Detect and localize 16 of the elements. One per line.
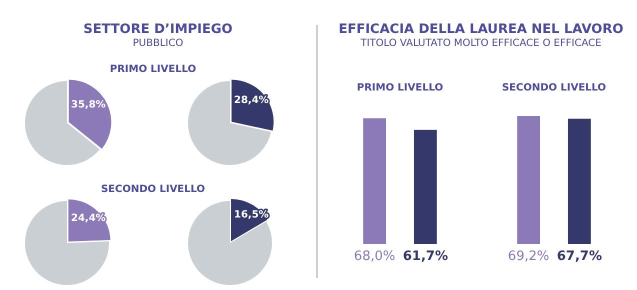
text: PUBBLICO [132, 38, 184, 49]
data-label: 69,2% [508, 248, 550, 264]
data-label: 68,0% [354, 248, 396, 264]
data-label: 67,7% [556, 248, 602, 264]
bar [414, 130, 437, 244]
bar [363, 118, 386, 244]
text: SETTORE D’IMPIEGO [82, 22, 234, 37]
data-label: 61,7% [402, 248, 448, 264]
data-label: 35,8% [70, 100, 106, 111]
bar [568, 118, 591, 244]
text: PRIMO LIVELLO [108, 64, 198, 75]
data-label: 28,4% [234, 95, 269, 106]
text: SECONDO LIVELLO [100, 184, 206, 195]
chart-title: EFFICACIA DELLA LAUREA NEL LAVORO [338, 22, 624, 37]
bar [517, 116, 540, 244]
chart-subtitle: TITOLO VALUTATO MOLTO EFFICACE O EFFICACE [360, 38, 602, 49]
